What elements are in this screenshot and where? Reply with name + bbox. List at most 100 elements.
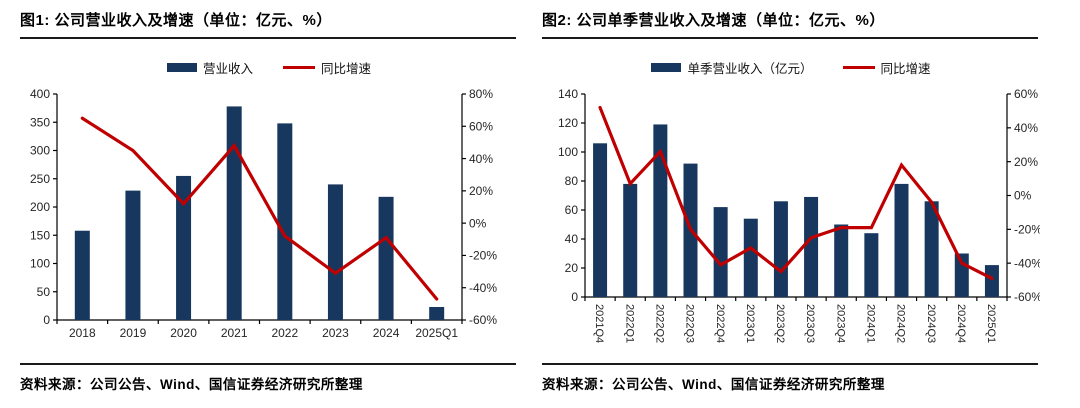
- axes: [581, 93, 1011, 301]
- left-axis-label: 200: [30, 200, 50, 214]
- x-axis-label: 2024Q2: [895, 304, 907, 343]
- bar: [984, 265, 999, 297]
- growth-line: [80, 116, 439, 301]
- revenue-bars: [74, 106, 445, 321]
- x-axis-label: 2023Q2: [774, 304, 786, 343]
- left-axis-label: 150: [30, 228, 50, 242]
- x-axis-label: 2023: [322, 326, 349, 340]
- x-axis-label: 2022Q1: [623, 304, 635, 343]
- right-axis-label: 40%: [1014, 121, 1038, 135]
- x-axis-label: 2024Q4: [955, 304, 967, 343]
- right-axis-label: 20%: [469, 184, 493, 198]
- bar: [429, 307, 445, 320]
- x-axis-label: 2025Q1: [985, 304, 997, 343]
- left-axis-label: 0: [571, 290, 578, 304]
- figure2-chart-svg: 0 20 40 60 80 100 120 140 -60% -40% -20% 0% 20% 40% 60…: [558, 87, 1040, 343]
- x-axis-labels: 2018 2019 2020 2021 2022 2023 2024 2025Q1: [69, 326, 458, 340]
- bar: [226, 106, 242, 321]
- left-axis-label: 250: [30, 172, 50, 186]
- left-axis-label: 300: [30, 144, 50, 158]
- bar: [773, 201, 788, 297]
- x-axis-label: 2024Q1: [865, 304, 877, 343]
- left-axis-label: 40: [565, 232, 579, 246]
- figure1-legend-item-revenue: 营业收入: [166, 58, 253, 77]
- left-axis-label: 350: [30, 115, 50, 129]
- figure2-title-rule: [542, 37, 1038, 39]
- right-axis-label: 60%: [1014, 87, 1038, 101]
- figure2-source: 资料来源：公司公告、Wind、国信证券经济研究所整理: [542, 377, 885, 392]
- bar-series-marker: [651, 63, 682, 72]
- axis-tick-labels: 0 20 40 60 80 100 120 140 -60% -40% -20% 0% 20% 40% 60…: [558, 87, 1040, 304]
- right-axis-label: -60%: [1014, 290, 1040, 304]
- left-axis-label: 100: [558, 145, 578, 159]
- figure1-title-rule: [20, 37, 516, 39]
- right-axis-label: -20%: [1014, 223, 1040, 237]
- bar: [623, 183, 638, 297]
- bar: [924, 201, 939, 297]
- figure2-panel: 图2: 公司单季营业收入及增速（单位：亿元、%） 单季营业收入（亿元） 同比增速…: [542, 0, 1040, 408]
- bar: [74, 230, 90, 320]
- bar: [834, 224, 849, 297]
- x-axis-label: 2020: [170, 326, 197, 340]
- bar: [327, 184, 343, 320]
- bar: [593, 143, 608, 297]
- x-axis-labels: 2021Q4 2022Q1 2022Q2 2022Q3 2022Q4 2023Q1 2023…: [593, 304, 997, 343]
- figure1-chart-svg: 0 50 100 150 200 250 300 350 400 -60% -40% -20% 0% 20…: [30, 87, 497, 340]
- bar: [653, 124, 668, 297]
- figure2-title: 图2: 公司单季营业收入及增速（单位：亿元、%）: [542, 12, 885, 29]
- figure1-source-rule: [20, 363, 516, 365]
- figure1-legend: 营业收入 同比增速: [20, 58, 518, 77]
- right-axis-label: 60%: [469, 119, 493, 133]
- x-axis-label: 2022Q3: [684, 304, 696, 343]
- bar: [176, 175, 192, 320]
- x-axis-label: 2023Q4: [834, 304, 846, 343]
- figure2-legend: 单季营业收入（亿元） 同比增速: [542, 58, 1040, 77]
- bar: [864, 233, 879, 297]
- figure1-panel: 图1: 公司营业收入及增速（单位：亿元、%） 营业收入 同比增速 0 50 100 1…: [20, 0, 518, 408]
- figure1-source: 资料来源：公司公告、Wind、国信证券经济研究所整理: [20, 377, 363, 392]
- right-axis-label: 80%: [469, 87, 493, 101]
- axes: [53, 93, 466, 324]
- figure2-source-rule: [542, 363, 1038, 365]
- figure2-legend-item-growth: 同比增速: [842, 58, 931, 77]
- right-axis-label: -40%: [1014, 256, 1040, 270]
- x-axis-label: 2022: [271, 326, 298, 340]
- bar: [713, 207, 728, 297]
- x-axis-label: 2024Q3: [925, 304, 937, 343]
- axis-tick-labels: 0 50 100 150 200 250 300 350 400 -60% -40% -20% 0% 20…: [30, 87, 497, 327]
- x-axis-label: 2023Q3: [804, 304, 816, 343]
- left-axis-label: 60: [565, 203, 579, 217]
- bar: [894, 183, 909, 297]
- legend-label-growth: 同比增速: [321, 62, 372, 76]
- right-axis-label: 0%: [1014, 189, 1032, 203]
- x-axis-label: 2025Q1: [415, 326, 458, 340]
- right-axis-label: -20%: [469, 249, 497, 263]
- legend-label-revenue: 营业收入: [202, 62, 253, 76]
- revenue-bars: [593, 124, 999, 297]
- left-axis-label: 100: [30, 257, 50, 271]
- line-series-marker: [283, 66, 315, 69]
- left-axis-label: 50: [37, 285, 51, 299]
- bar: [378, 196, 394, 320]
- bar: [804, 196, 819, 297]
- left-axis-label: 20: [565, 261, 579, 275]
- left-axis-label: 140: [558, 87, 578, 101]
- x-axis-label: 2022Q4: [714, 304, 726, 343]
- bar-series-marker: [166, 63, 197, 72]
- left-axis-label: 0: [43, 313, 50, 327]
- bar: [277, 123, 293, 320]
- left-axis-label: 120: [558, 116, 578, 130]
- right-axis-label: 0%: [469, 216, 487, 230]
- x-axis-label: 2022Q2: [654, 304, 666, 343]
- figure2-legend-item-revenue: 单季营业收入（亿元）: [651, 58, 813, 77]
- figure1-legend-item-growth: 同比增速: [283, 58, 371, 77]
- x-axis-label: 2024: [373, 326, 400, 340]
- left-axis-label: 400: [30, 87, 50, 101]
- line-series-marker: [842, 66, 875, 69]
- right-axis-label: 20%: [1014, 155, 1038, 169]
- right-axis-label: 40%: [469, 152, 493, 166]
- x-axis-label: 2021: [221, 326, 248, 340]
- x-axis-label: 2019: [120, 326, 147, 340]
- bar: [125, 190, 141, 320]
- figure1-title: 图1: 公司营业收入及增速（单位：亿元、%）: [20, 12, 332, 29]
